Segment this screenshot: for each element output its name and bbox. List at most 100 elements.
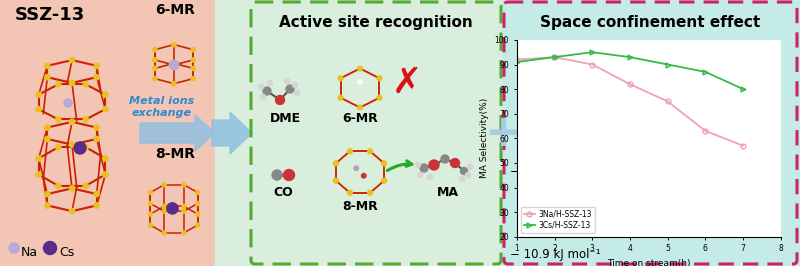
Circle shape: [172, 61, 176, 65]
Circle shape: [148, 212, 152, 216]
Circle shape: [45, 74, 50, 80]
Circle shape: [94, 192, 99, 197]
Circle shape: [563, 156, 567, 160]
Circle shape: [578, 176, 581, 180]
Circle shape: [196, 212, 200, 216]
Circle shape: [258, 85, 263, 89]
Circle shape: [338, 95, 343, 100]
Circle shape: [362, 173, 366, 178]
Circle shape: [368, 190, 373, 195]
Circle shape: [70, 57, 74, 63]
Bar: [215, 0, 502, 266]
Polygon shape: [212, 112, 252, 154]
Text: SSZ-13: SSZ-13: [15, 6, 86, 24]
Circle shape: [382, 178, 386, 183]
Circle shape: [553, 179, 557, 183]
Circle shape: [102, 106, 108, 112]
Circle shape: [162, 209, 166, 213]
Circle shape: [531, 90, 535, 94]
3Na/H-SSZ-13: [701, 129, 710, 132]
Text: DME: DME: [270, 112, 301, 125]
Text: MA: MA: [437, 186, 459, 199]
Bar: [0, 0, 215, 266]
Circle shape: [450, 159, 459, 168]
Circle shape: [553, 84, 557, 88]
3Cs/H-SSZ-13: [663, 63, 673, 66]
Circle shape: [64, 99, 72, 107]
Circle shape: [533, 70, 536, 74]
Circle shape: [148, 223, 152, 227]
Circle shape: [94, 74, 99, 80]
Circle shape: [286, 85, 294, 93]
Circle shape: [334, 178, 338, 183]
Text: 8-MR: 8-MR: [342, 200, 378, 213]
Circle shape: [548, 101, 554, 106]
Circle shape: [102, 92, 108, 97]
Text: CO: CO: [273, 186, 293, 199]
Circle shape: [293, 82, 298, 88]
Line: 3Na/H-SSZ-13: 3Na/H-SSZ-13: [514, 55, 746, 148]
Circle shape: [571, 122, 575, 126]
Circle shape: [553, 128, 557, 132]
Circle shape: [261, 94, 266, 99]
3Cs/H-SSZ-13: [587, 51, 597, 54]
Circle shape: [459, 177, 465, 181]
Circle shape: [191, 66, 195, 70]
Circle shape: [70, 142, 74, 147]
Circle shape: [102, 156, 108, 161]
Circle shape: [55, 117, 61, 122]
Circle shape: [70, 80, 74, 86]
Text: Space confinement effect: Space confinement effect: [540, 15, 760, 31]
Circle shape: [543, 225, 547, 228]
Circle shape: [70, 186, 74, 191]
Circle shape: [563, 184, 567, 188]
Circle shape: [338, 76, 343, 81]
Text: ✗: ✗: [392, 66, 422, 100]
Circle shape: [9, 243, 19, 253]
Circle shape: [94, 136, 99, 142]
Circle shape: [467, 164, 473, 169]
Circle shape: [347, 149, 352, 153]
Circle shape: [267, 81, 273, 85]
Circle shape: [36, 106, 42, 112]
Circle shape: [94, 203, 99, 208]
Circle shape: [429, 160, 439, 170]
3Cs/H-SSZ-13: [625, 56, 634, 59]
Text: − 10.9 kJ mol⁻¹: − 10.9 kJ mol⁻¹: [510, 248, 600, 261]
Circle shape: [153, 58, 157, 62]
Circle shape: [55, 144, 61, 150]
Circle shape: [534, 122, 538, 126]
Circle shape: [263, 87, 271, 95]
Circle shape: [420, 164, 428, 172]
Circle shape: [543, 156, 547, 160]
3Na/H-SSZ-13: [663, 100, 673, 103]
Circle shape: [578, 217, 581, 221]
Circle shape: [285, 78, 290, 84]
Circle shape: [45, 125, 50, 130]
Circle shape: [382, 161, 386, 166]
Circle shape: [272, 170, 282, 180]
Circle shape: [552, 188, 563, 200]
Circle shape: [532, 186, 535, 189]
Circle shape: [162, 204, 166, 208]
Circle shape: [415, 163, 421, 168]
Circle shape: [148, 190, 152, 194]
Circle shape: [45, 63, 50, 68]
Circle shape: [172, 82, 176, 86]
Circle shape: [83, 144, 89, 150]
Circle shape: [45, 192, 50, 197]
Circle shape: [196, 202, 200, 206]
3Cs/H-SSZ-13: [550, 56, 559, 59]
Circle shape: [555, 84, 563, 93]
Circle shape: [553, 205, 557, 209]
3Na/H-SSZ-13: [512, 58, 522, 61]
Circle shape: [533, 82, 536, 86]
Circle shape: [466, 172, 470, 177]
Circle shape: [283, 169, 294, 181]
Circle shape: [162, 231, 166, 235]
Circle shape: [70, 119, 74, 124]
Circle shape: [182, 183, 186, 187]
Circle shape: [553, 88, 557, 92]
Circle shape: [543, 184, 547, 188]
Circle shape: [574, 186, 578, 189]
